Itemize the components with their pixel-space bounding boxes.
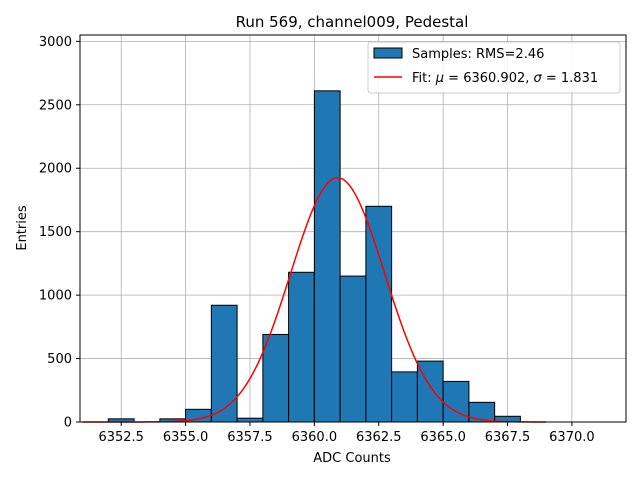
sigma-symbol: σ bbox=[534, 71, 543, 86]
x-tick-label-7: 6370.0 bbox=[549, 430, 595, 445]
mu-value: = 6360.902, bbox=[444, 71, 533, 86]
legend-label-fit: Fit: μ = 6360.902, σ = 1.831 bbox=[412, 71, 598, 86]
y-tick-label-2: 1000 bbox=[39, 289, 72, 304]
legend-box bbox=[367, 41, 621, 94]
histogram-bar-5 bbox=[236, 417, 264, 423]
histogram-bar-10 bbox=[365, 205, 393, 423]
y-tick-label-0: 0 bbox=[64, 416, 72, 431]
x-tick-label-3: 6360.0 bbox=[292, 430, 338, 445]
y-axis-title: Entries bbox=[15, 205, 30, 251]
sigma-value: = 1.831 bbox=[542, 71, 598, 86]
x-tick-label-2: 6357.5 bbox=[227, 430, 273, 445]
plot-frame bbox=[79, 34, 627, 423]
legend-label-samples: Samples: RMS=2.46 bbox=[412, 47, 544, 62]
histogram-bar-7 bbox=[288, 271, 315, 423]
mu-symbol: μ bbox=[435, 71, 444, 86]
y-tick-label-1: 500 bbox=[47, 352, 72, 367]
x-tick-label-4: 6362.5 bbox=[356, 430, 402, 445]
x-tick-label-1: 6355.0 bbox=[163, 430, 209, 445]
y-tick-label-6: 3000 bbox=[39, 35, 72, 50]
histogram-bar-11 bbox=[391, 371, 418, 423]
chart-title: Run 569, channel009, Pedestal bbox=[236, 13, 469, 31]
fit-prefix: Fit: bbox=[412, 71, 436, 86]
x-tick-label-5: 6365.0 bbox=[420, 430, 466, 445]
y-tick-label-4: 2000 bbox=[39, 162, 72, 177]
histogram-bar-4 bbox=[210, 304, 238, 423]
x-tick-label-6: 6367.5 bbox=[485, 430, 531, 445]
legend-swatch-samples bbox=[373, 47, 403, 59]
y-axis: 0 500 1000 1500 2000 2500 3000 bbox=[39, 35, 80, 431]
legend: Samples: RMS=2.46 Fit: μ = 6360.902, σ =… bbox=[367, 41, 621, 94]
y-tick-label-5: 2500 bbox=[39, 98, 72, 113]
x-axis: 6352.5 6355.0 6357.5 6360.0 6362.5 6365.0 6367… bbox=[98, 422, 595, 445]
x-axis-title: ADC Counts bbox=[313, 451, 391, 466]
x-tick-label-0: 6352.5 bbox=[98, 430, 144, 445]
histogram-bar-8 bbox=[313, 90, 341, 423]
histogram-bar-6 bbox=[262, 333, 290, 423]
histogram-bar-9 bbox=[339, 275, 367, 423]
y-tick-label-3: 1500 bbox=[39, 225, 72, 240]
